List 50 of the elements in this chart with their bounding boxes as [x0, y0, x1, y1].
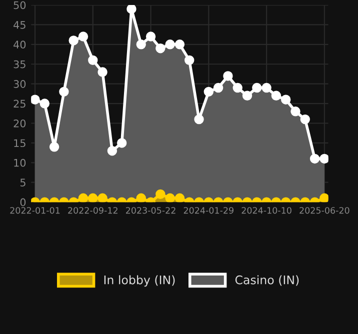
y-tick-label: 0: [20, 198, 26, 206]
y-tick-label: 40: [14, 40, 26, 49]
point: [204, 86, 214, 97]
legend-label: Casino (IN): [235, 275, 299, 286]
point: [146, 32, 156, 42]
point: [59, 86, 69, 97]
point: [49, 142, 60, 152]
point: [126, 5, 136, 14]
point: [290, 106, 300, 116]
point: [184, 55, 194, 66]
point: [280, 94, 291, 104]
x-tick-label: 2022-09-12: [68, 207, 118, 214]
point: [252, 82, 262, 93]
x-tick-label: 2023-05-22: [126, 207, 176, 214]
point: [194, 114, 204, 124]
x-tick-label: 2024-10-10: [242, 207, 292, 214]
y-tick-label: 30: [14, 80, 26, 88]
point: [165, 40, 175, 50]
y-tick-label: 35: [14, 60, 26, 68]
point: [78, 32, 88, 42]
y-tick-label: 20: [14, 119, 26, 128]
point: [320, 154, 328, 164]
y-tick-label: 5: [20, 178, 26, 186]
point: [262, 82, 272, 93]
y-tick-label: 25: [14, 100, 26, 108]
point: [232, 82, 242, 93]
point: [300, 114, 310, 124]
y-tick-label: 15: [14, 139, 26, 148]
point: [40, 98, 50, 108]
legend-label: In lobby (IN): [104, 275, 175, 287]
y-tick-label: 45: [14, 21, 26, 29]
point: [107, 146, 118, 156]
point: [156, 44, 166, 54]
point: [223, 71, 233, 81]
point: [98, 67, 108, 77]
y-tick-label: 10: [14, 158, 26, 167]
x-tick-label: 2024-01-29: [184, 207, 234, 214]
point: [88, 55, 98, 66]
point: [213, 82, 224, 93]
x-tick-label: 2025-06-20: [300, 207, 350, 214]
x-tick-label: 2022-01-01: [10, 207, 60, 214]
point: [310, 154, 320, 164]
point: [116, 138, 127, 148]
point: [136, 40, 146, 50]
y-tick-label: 50: [14, 1, 26, 10]
point: [68, 36, 78, 46]
point: [271, 90, 282, 101]
point: [31, 94, 40, 104]
point: [242, 90, 252, 101]
point: [174, 40, 185, 50]
